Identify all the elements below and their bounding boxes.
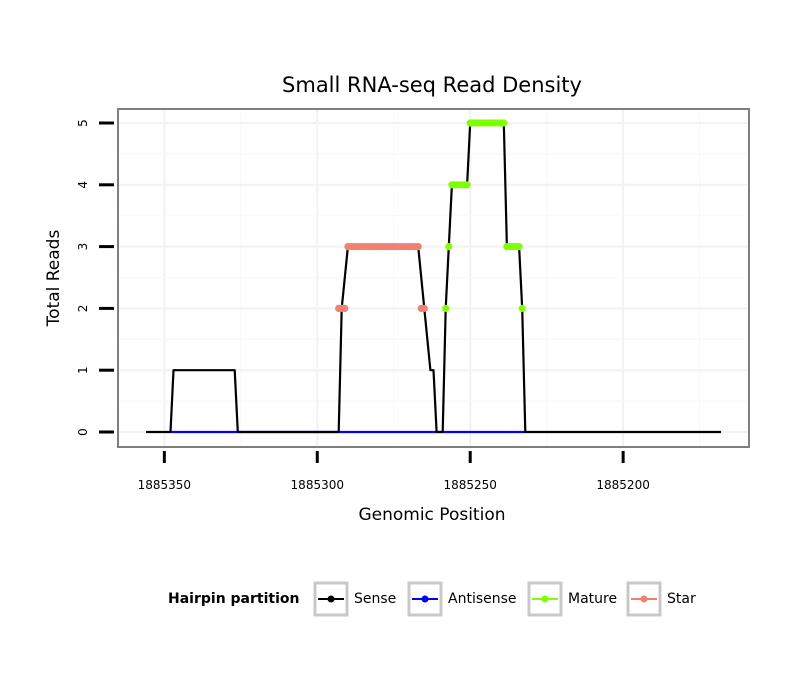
data-point-mature xyxy=(463,181,471,189)
data-point-star xyxy=(341,304,349,312)
plot-border xyxy=(117,108,750,448)
legend-key-point xyxy=(640,595,648,603)
data-point-mature xyxy=(442,304,450,312)
legend-label-mature: Mature xyxy=(568,591,617,607)
legend-key-point xyxy=(327,595,335,603)
legend-key-point xyxy=(421,595,429,603)
data-point-star xyxy=(414,243,422,251)
legend-label-antisense: Antisense xyxy=(448,591,517,607)
y-tick-label: 5 xyxy=(76,119,90,127)
y-tick-label: 4 xyxy=(76,181,90,189)
x-axis: 1885350 1885300 1885250 1885200 xyxy=(138,451,650,492)
data-point-mature xyxy=(445,243,453,251)
series-points xyxy=(335,119,526,312)
y-tick-label: 3 xyxy=(76,243,90,251)
legend-title: Hairpin partition xyxy=(168,591,299,607)
y-axis: 0 1 2 3 4 5 xyxy=(76,119,114,436)
x-axis-label: Genomic Position xyxy=(358,505,505,525)
legend-label-sense: Sense xyxy=(354,591,396,607)
plot-area xyxy=(117,108,750,448)
data-point-mature xyxy=(515,243,523,251)
data-point-mature xyxy=(500,119,508,127)
x-tick-label: 1885200 xyxy=(596,478,649,492)
legend-key-point xyxy=(541,595,549,603)
chart-title: Small RNA-seq Read Density xyxy=(282,73,582,97)
data-point-star xyxy=(420,304,428,312)
legend-label-star: Star xyxy=(667,591,696,607)
y-tick-label: 0 xyxy=(76,428,90,436)
x-tick-label: 1885350 xyxy=(138,478,191,492)
x-tick-label: 1885300 xyxy=(291,478,344,492)
data-point-mature xyxy=(518,304,526,312)
y-tick-label: 1 xyxy=(76,366,90,374)
x-tick-label: 1885250 xyxy=(443,478,496,492)
y-axis-label: Total Reads xyxy=(44,230,64,328)
legend: Hairpin partition Sense Antisense Mature St… xyxy=(168,581,696,617)
y-tick-label: 2 xyxy=(76,305,90,313)
